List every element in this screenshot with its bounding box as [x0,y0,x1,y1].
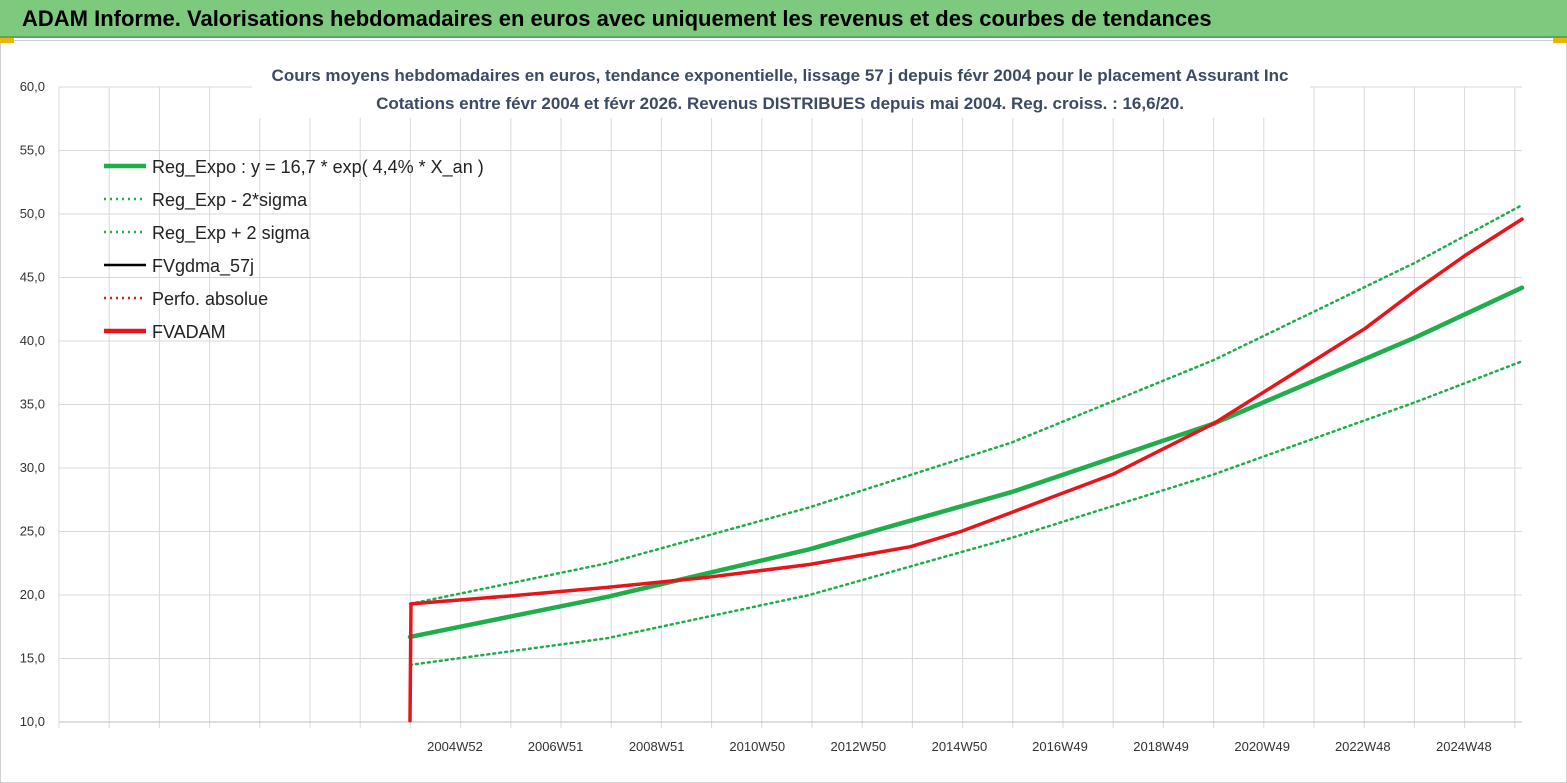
chart-title-line: Cours moyens hebdomadaires en euros, ten… [272,66,1289,85]
x-tick-label: 2014W50 [932,739,988,754]
x-tick-label: 2020W49 [1234,739,1290,754]
legend-label: Reg_Exp + 2 sigma [152,223,311,244]
legend-label: FVgdma_57j [152,256,254,277]
series-group [407,203,1525,723]
y-tick-label: 30,0 [20,460,45,475]
y-tick-label: 45,0 [20,270,45,285]
corner-marker [1553,38,1567,43]
legend-label: Reg_Expo : y = 16,7 * exp( 4,4% * X_an ) [152,157,484,178]
legend-item: Perfo. absolue [104,289,268,309]
y-tick-label: 40,0 [20,333,45,348]
page-title: ADAM Informe. Valorisations hebdomadaire… [22,6,1212,31]
series-line [408,203,1524,606]
chart-title-line: Cotations entre févr 2004 et févr 2026. … [376,94,1184,113]
y-axis: 10,0 15,0 20,0 25,0 30,0 35,0 40,0 45,0 50,0 55,0… [20,79,45,729]
legend: Reg_Expo : y = 16,7 * exp( 4,4% * X_an )… [104,157,484,342]
grid [58,86,1522,728]
x-tick-label: 2008W51 [629,739,685,754]
y-tick-label: 35,0 [20,397,45,412]
y-tick-label: 55,0 [20,143,45,158]
series-line [408,217,1524,723]
series-line [409,218,1523,722]
legend-label: Perfo. absolue [152,289,268,309]
x-tick-label: 2012W50 [831,739,887,754]
legend-item: Reg_Expo : y = 16,7 * exp( 4,4% * X_an ) [104,157,484,178]
x-tick-label: 2006W51 [528,739,584,754]
series-line [408,360,1524,667]
corner-marker [0,38,14,43]
x-tick-label: 2024W48 [1436,739,1492,754]
x-axis: 2004W52 2006W51 2008W51 2010W50 2012W50 2014W… [427,739,1492,754]
y-tick-label: 50,0 [20,206,45,221]
y-tick-label: 20,0 [20,587,45,602]
x-tick-label: 2010W50 [729,739,785,754]
legend-item: FVgdma_57j [104,256,254,277]
series-line [407,285,1525,640]
y-tick-label: 60,0 [20,79,45,94]
title-background [252,60,1310,118]
legend-item: Reg_Exp + 2 sigma [104,223,311,244]
y-tick-label: 25,0 [20,524,45,539]
y-tick-label: 15,0 [20,651,45,666]
y-tick-label: 10,0 [20,714,45,729]
x-tick-label: 2022W48 [1335,739,1391,754]
chart-title: Cours moyens hebdomadaires en euros, ten… [252,60,1310,118]
x-tick-label: 2004W52 [427,739,483,754]
x-tick-label: 2018W49 [1133,739,1189,754]
banner: ADAM Informe. Valorisations hebdomadaire… [0,0,1567,38]
x-tick-label: 2016W49 [1032,739,1088,754]
legend-item: FVADAM [104,322,226,342]
legend-label: Reg_Exp - 2*sigma [152,190,308,211]
legend-label: FVADAM [152,322,226,342]
legend-item: Reg_Exp - 2*sigma [104,190,308,211]
